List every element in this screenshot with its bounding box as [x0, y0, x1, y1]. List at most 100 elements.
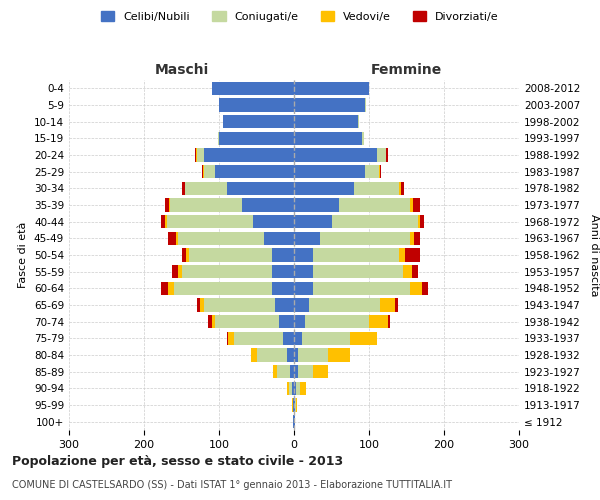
Bar [401, 182, 404, 195]
Bar [218, 132, 219, 145]
Bar [294, 398, 295, 411]
Bar [178, 232, 264, 245]
Bar [212, 82, 294, 95]
Text: Maschi: Maschi [154, 62, 209, 76]
Bar [350, 332, 377, 345]
Bar [399, 248, 405, 262]
Bar [277, 365, 290, 378]
Bar [410, 232, 414, 245]
Bar [283, 332, 294, 345]
Bar [294, 148, 377, 162]
Bar [294, 248, 313, 262]
Bar [182, 265, 271, 278]
Bar [294, 115, 358, 128]
Bar [380, 165, 381, 178]
Bar [294, 82, 369, 95]
Bar [212, 315, 215, 328]
Bar [290, 365, 294, 378]
Bar [294, 332, 302, 345]
Bar [410, 198, 413, 211]
Bar [200, 298, 204, 312]
Bar [386, 148, 388, 162]
Bar [228, 332, 234, 345]
Bar [271, 265, 294, 278]
Bar [292, 398, 293, 411]
Bar [172, 265, 178, 278]
Bar [279, 315, 294, 328]
Bar [412, 265, 418, 278]
Bar [293, 398, 294, 411]
Bar [189, 248, 271, 262]
Y-axis label: Anni di nascita: Anni di nascita [589, 214, 599, 296]
Bar [331, 215, 418, 228]
Bar [167, 215, 253, 228]
Bar [395, 298, 398, 312]
Bar [414, 232, 420, 245]
Bar [354, 182, 399, 195]
Bar [294, 198, 339, 211]
Bar [294, 132, 361, 145]
Bar [195, 148, 196, 162]
Text: Femmine: Femmine [371, 62, 442, 76]
Bar [320, 232, 410, 245]
Bar [197, 298, 200, 312]
Bar [293, 415, 294, 428]
Bar [203, 165, 204, 178]
Bar [292, 382, 294, 395]
Bar [328, 348, 350, 362]
Bar [176, 232, 178, 245]
Bar [403, 265, 412, 278]
Bar [208, 315, 212, 328]
Bar [294, 298, 309, 312]
Bar [169, 198, 170, 211]
Bar [294, 365, 298, 378]
Bar [215, 315, 279, 328]
Bar [379, 165, 380, 178]
Bar [361, 132, 364, 145]
Bar [294, 98, 365, 112]
Bar [275, 298, 294, 312]
Bar [178, 265, 182, 278]
Bar [405, 248, 420, 262]
Bar [196, 148, 197, 162]
Bar [313, 265, 403, 278]
Bar [165, 215, 167, 228]
Bar [289, 382, 292, 395]
Bar [257, 348, 287, 362]
Text: COMUNE DI CASTELSARDO (SS) - Dati ISTAT 1° gennaio 2013 - Elaborazione TUTTITALI: COMUNE DI CASTELSARDO (SS) - Dati ISTAT … [12, 480, 452, 490]
Bar [215, 165, 294, 178]
Bar [204, 148, 294, 162]
Bar [287, 382, 289, 395]
Bar [298, 348, 328, 362]
Bar [298, 365, 313, 378]
Bar [174, 282, 271, 295]
Bar [309, 298, 380, 312]
Bar [273, 365, 277, 378]
Bar [300, 382, 306, 395]
Bar [161, 282, 168, 295]
Bar [377, 148, 386, 162]
Bar [204, 298, 275, 312]
Bar [365, 98, 366, 112]
Bar [421, 282, 427, 295]
Bar [294, 315, 305, 328]
Bar [410, 282, 421, 295]
Bar [168, 232, 176, 245]
Bar [170, 198, 241, 211]
Bar [202, 165, 203, 178]
Bar [294, 215, 331, 228]
Bar [271, 248, 294, 262]
Bar [204, 165, 215, 178]
Bar [223, 115, 294, 128]
Bar [294, 265, 313, 278]
Bar [294, 348, 298, 362]
Bar [182, 248, 186, 262]
Bar [388, 315, 390, 328]
Bar [369, 315, 388, 328]
Bar [219, 132, 294, 145]
Y-axis label: Fasce di età: Fasce di età [19, 222, 28, 288]
Bar [313, 248, 399, 262]
Bar [168, 282, 174, 295]
Bar [413, 198, 420, 211]
Bar [294, 182, 354, 195]
